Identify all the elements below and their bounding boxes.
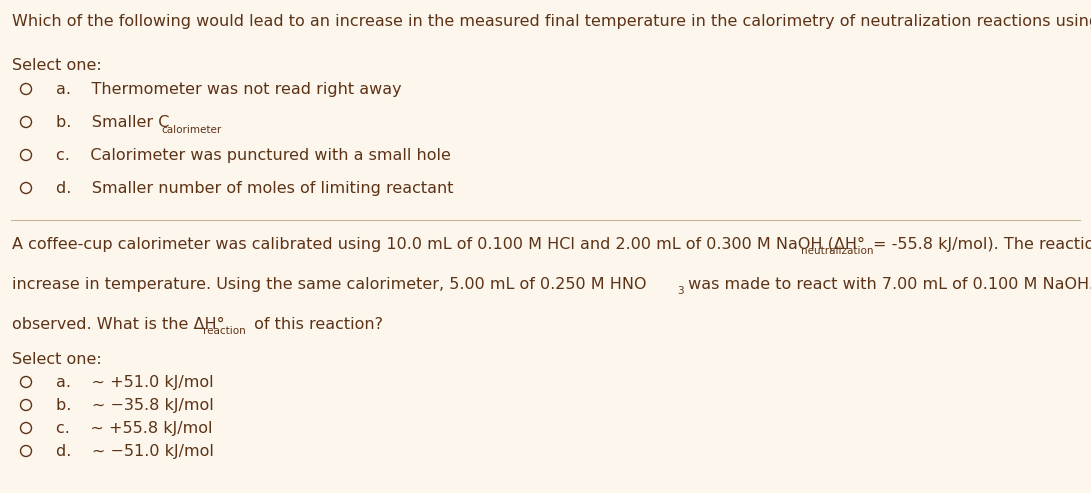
Text: increase in temperature. Using the same calorimeter, 5.00 mL of 0.250 M HNO: increase in temperature. Using the same … bbox=[12, 277, 647, 292]
Text: neutralization: neutralization bbox=[801, 246, 874, 256]
Text: Select one:: Select one: bbox=[12, 352, 101, 367]
Text: = -55.8 kJ/mol). The reaction mixture had 0.300°C: = -55.8 kJ/mol). The reaction mixture ha… bbox=[873, 237, 1091, 252]
Text: calorimeter: calorimeter bbox=[161, 125, 221, 135]
Text: d.    ~ −51.0 kJ/mol: d. ~ −51.0 kJ/mol bbox=[56, 444, 214, 459]
Text: Which of the following would lead to an increase in the measured final temperatu: Which of the following would lead to an … bbox=[12, 14, 1091, 29]
Text: a.    Thermometer was not read right away: a. Thermometer was not read right away bbox=[56, 82, 401, 97]
Text: b.    ~ −35.8 kJ/mol: b. ~ −35.8 kJ/mol bbox=[56, 398, 214, 413]
Text: reaction: reaction bbox=[203, 326, 245, 336]
Text: c.    Calorimeter was punctured with a small hole: c. Calorimeter was punctured with a smal… bbox=[56, 148, 451, 163]
Text: c.    ~ +55.8 kJ/mol: c. ~ +55.8 kJ/mol bbox=[56, 421, 213, 436]
Text: a.    ~ +51.0 kJ/mol: a. ~ +51.0 kJ/mol bbox=[56, 375, 214, 390]
Text: observed. What is the ΔH°: observed. What is the ΔH° bbox=[12, 317, 225, 332]
Text: of this reaction?: of this reaction? bbox=[249, 317, 383, 332]
Text: A coffee-cup calorimeter was calibrated using 10.0 mL of 0.100 M HCl and 2.00 mL: A coffee-cup calorimeter was calibrated … bbox=[12, 237, 865, 252]
Text: Select one:: Select one: bbox=[12, 58, 101, 73]
Text: b.    Smaller C: b. Smaller C bbox=[56, 115, 169, 130]
Text: 3: 3 bbox=[678, 286, 684, 296]
Text: was made to react with 7.00 mL of 0.100 M NaOH. A temperature rise of  0.320° C : was made to react with 7.00 mL of 0.100 … bbox=[683, 277, 1091, 292]
Text: d.    Smaller number of moles of limiting reactant: d. Smaller number of moles of limiting r… bbox=[56, 181, 454, 196]
